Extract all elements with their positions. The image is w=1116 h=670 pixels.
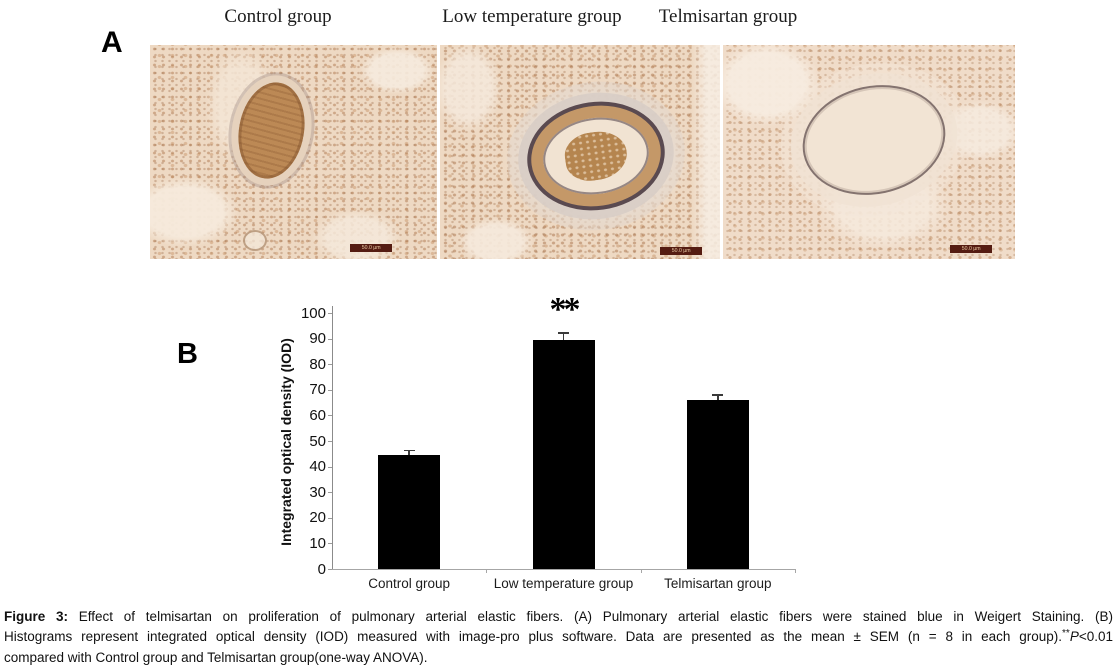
error-bar-cap bbox=[403, 449, 415, 452]
x-category-label: Low temperature group bbox=[493, 576, 634, 591]
bar-1 bbox=[378, 455, 441, 569]
y-axis-tick bbox=[328, 364, 332, 366]
y-tick-label: 60 bbox=[309, 406, 326, 424]
micrograph-telmisartan-group: 50.0 µm bbox=[723, 45, 1015, 259]
significance-annotation: ** bbox=[549, 291, 581, 328]
y-tick-label: 50 bbox=[309, 432, 326, 450]
scale-bar-label: 50.0 µm bbox=[671, 247, 691, 254]
x-axis-tick bbox=[486, 569, 487, 573]
y-tick-label: 70 bbox=[309, 381, 326, 399]
y-axis-tick bbox=[328, 492, 332, 494]
figure-caption: Figure 3: Effect of telmisartan on proli… bbox=[4, 607, 1113, 668]
x-axis-tick bbox=[795, 569, 796, 573]
y-tick-label: 10 bbox=[309, 534, 326, 552]
caption-segment: ** bbox=[1062, 627, 1070, 639]
error-bar-stem bbox=[562, 332, 565, 345]
y-axis-tick bbox=[328, 338, 332, 340]
y-tick-label: 80 bbox=[309, 355, 326, 373]
panel-b-label: B bbox=[177, 338, 198, 370]
x-axis-tick bbox=[640, 569, 642, 573]
y-axis-tick bbox=[328, 441, 332, 442]
y-axis-tick bbox=[328, 466, 332, 468]
y-tick-label: 40 bbox=[309, 458, 326, 476]
y-tick-label: 90 bbox=[309, 330, 326, 348]
caption-line-2: Histograms represent integrated optical … bbox=[4, 627, 1113, 649]
x-axis-line bbox=[332, 569, 795, 570]
error-bar-stem bbox=[717, 394, 719, 406]
column-title-telmisartan: Telmisartan group bbox=[658, 6, 798, 27]
y-axis-tick bbox=[328, 569, 332, 570]
scale-bar: 50.0 µm bbox=[950, 245, 992, 253]
x-category-label: Telmisartan group bbox=[664, 576, 772, 591]
caption-segment: Histograms represent integrated optical … bbox=[4, 628, 1063, 644]
y-axis-tick bbox=[328, 517, 332, 519]
y-tick-label: 30 bbox=[309, 483, 326, 501]
panel-a-label: A bbox=[101, 26, 123, 59]
scale-bar-label: 50.0 µm bbox=[361, 244, 381, 251]
micrograph-low-temperature-group: 50.0 µm bbox=[440, 45, 720, 259]
caption-segment: <0.01 bbox=[1078, 628, 1113, 644]
y-axis-tick bbox=[328, 415, 332, 417]
scale-bar-label: 50.0 µm bbox=[961, 245, 981, 252]
caption-line-1: Figure 3: Effect of telmisartan on proli… bbox=[4, 607, 1113, 627]
caption-segment: P bbox=[1069, 628, 1079, 644]
bar-2 bbox=[532, 339, 595, 569]
error-bar-cap bbox=[712, 394, 724, 396]
x-category-label: Control group bbox=[368, 576, 451, 591]
y-axis-tick bbox=[328, 389, 332, 391]
y-tick-label: 20 bbox=[309, 509, 326, 527]
micrograph-control-group: 50.0 µm bbox=[150, 45, 437, 259]
caption-segment: compared with Control group and Telmisar… bbox=[4, 650, 428, 665]
column-title-control: Control group bbox=[224, 6, 332, 27]
y-tick-label: 0 bbox=[317, 560, 326, 578]
small-airway-ring bbox=[243, 230, 267, 251]
caption-segment: Figure 3: bbox=[4, 609, 69, 624]
y-axis-tick bbox=[328, 313, 332, 314]
y-axis-tick bbox=[328, 543, 332, 545]
scale-bar: 50.0 µm bbox=[350, 244, 392, 252]
column-title-low-temperature: Low temperature group bbox=[442, 6, 622, 27]
scale-bar: 50.0 µm bbox=[660, 247, 702, 255]
error-bar-cap bbox=[558, 332, 569, 334]
caption-line-3: compared with Control group and Telmisar… bbox=[4, 648, 1113, 668]
y-tick-label: 100 bbox=[300, 304, 326, 322]
y-axis-line bbox=[332, 306, 333, 569]
bar-3 bbox=[686, 400, 749, 569]
error-bar-stem bbox=[408, 449, 410, 461]
caption-segment: Effect of telmisartan on proliferation o… bbox=[68, 609, 1113, 624]
